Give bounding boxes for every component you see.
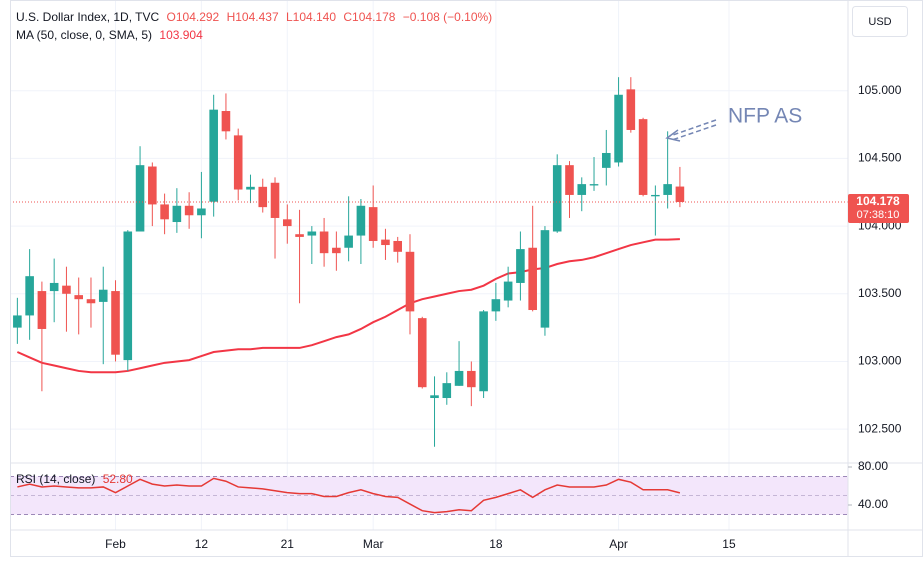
candle-body	[467, 370, 476, 388]
ma-legend: MA (50, close, 0, SMA, 5) 103.904	[16, 28, 203, 42]
candle-body	[479, 311, 488, 392]
candle-body	[86, 299, 96, 304]
last-price-box	[848, 193, 909, 223]
annotation-arrow	[669, 119, 717, 137]
candle-body	[123, 231, 133, 361]
candle-body	[98, 289, 108, 302]
candle-body	[405, 251, 415, 312]
ma-name: MA (50, close, 0, SMA, 5)	[16, 28, 152, 42]
candle-body	[209, 109, 218, 202]
last-price-label: 104.178	[856, 194, 900, 208]
candle-body	[393, 240, 403, 252]
rsi-tick-label: 40.00	[858, 497, 888, 511]
candle-body	[626, 89, 636, 130]
symbol-title: U.S. Dollar Index, 1D, TVC	[16, 10, 159, 24]
rsi-legend: RSI (14, close) 52.80	[16, 472, 133, 486]
candle-body	[601, 152, 611, 168]
candle-body	[565, 165, 574, 195]
y-tick-label: 105.000	[858, 83, 902, 97]
candle-body	[246, 186, 255, 190]
ma-line	[16, 238, 680, 374]
ohlc-change: −0.108 (−0.10%)	[403, 10, 492, 24]
candle-body	[233, 135, 243, 190]
candle-body	[160, 204, 169, 220]
annotation-arrowhead	[665, 129, 681, 142]
rsi-line	[17, 477, 681, 514]
y-tick-label: 102.500	[858, 421, 902, 435]
x-tick-label: Mar	[363, 537, 384, 551]
candle-body	[74, 295, 84, 300]
rsi-name: RSI (14, close)	[16, 472, 95, 486]
candle-body	[430, 395, 439, 399]
x-tick-label: Feb	[105, 537, 126, 551]
ohlc-low: L104.140	[286, 10, 336, 24]
candle-body	[454, 370, 464, 386]
candle-body	[675, 186, 685, 202]
legend-line: U.S. Dollar Index, 1D, TVC O104.292 H104…	[16, 10, 492, 24]
candle-body	[491, 299, 501, 312]
ohlc-open: O104.292	[167, 10, 220, 24]
axes: 102.500103.000103.500104.000104.500105.0…	[105, 83, 909, 551]
candle-body	[307, 231, 317, 236]
x-tick-label: 21	[281, 537, 295, 551]
currency-button[interactable]	[852, 6, 908, 37]
grid	[10, 0, 848, 530]
candle-body	[503, 281, 513, 301]
candle-body	[221, 111, 231, 132]
plot	[10, 77, 848, 516]
y-tick-label: 103.000	[858, 354, 902, 368]
currency-label[interactable]: USD	[868, 16, 891, 28]
candle-body	[577, 184, 587, 195]
candle-body	[319, 231, 329, 254]
x-tick-label: 15	[722, 537, 736, 551]
candle-body	[516, 249, 525, 283]
candle-body	[172, 205, 182, 223]
candle-body	[552, 165, 562, 232]
candle-body	[282, 219, 292, 227]
candle-body	[111, 291, 120, 355]
candle-body	[638, 119, 648, 195]
candle-body	[614, 94, 623, 163]
candle-body	[270, 182, 280, 218]
candle-body	[62, 285, 71, 294]
candle-body	[258, 186, 268, 208]
ohlc-high: H104.437	[227, 10, 279, 24]
candle-body	[13, 315, 22, 328]
candle-body	[442, 383, 452, 399]
candle-body	[417, 318, 427, 388]
x-tick-label: 12	[195, 537, 209, 551]
candle-body	[295, 234, 304, 237]
candle-body	[368, 207, 378, 241]
annotation-text: NFP AS	[728, 105, 802, 128]
candle-body	[135, 165, 145, 232]
candle-body	[589, 184, 599, 186]
candle-body	[184, 205, 194, 216]
candle-body	[528, 247, 537, 311]
ohlc-close: C104.178	[343, 10, 395, 24]
candle-body	[148, 166, 157, 205]
candle-body	[25, 276, 34, 316]
candle-body	[197, 208, 206, 216]
rsi-value: 52.80	[103, 472, 133, 486]
y-tick-label: 103.500	[858, 286, 902, 300]
candle-body	[37, 291, 47, 329]
rsi-tick-label: 80.00	[858, 459, 888, 473]
candle-body	[356, 205, 366, 236]
candle-body	[332, 247, 341, 254]
candle-body	[49, 282, 59, 292]
candle-body	[381, 239, 390, 246]
candle-body	[663, 184, 672, 195]
candle-body	[651, 194, 660, 197]
countdown-label: 07:38:10	[857, 209, 900, 221]
x-tick-label: Apr	[609, 537, 628, 551]
y-tick-label: 104.500	[858, 151, 902, 165]
ma-value: 103.904	[159, 28, 203, 42]
x-tick-label: 18	[489, 537, 503, 551]
candle-body	[540, 230, 550, 328]
candle-body	[344, 235, 353, 248]
